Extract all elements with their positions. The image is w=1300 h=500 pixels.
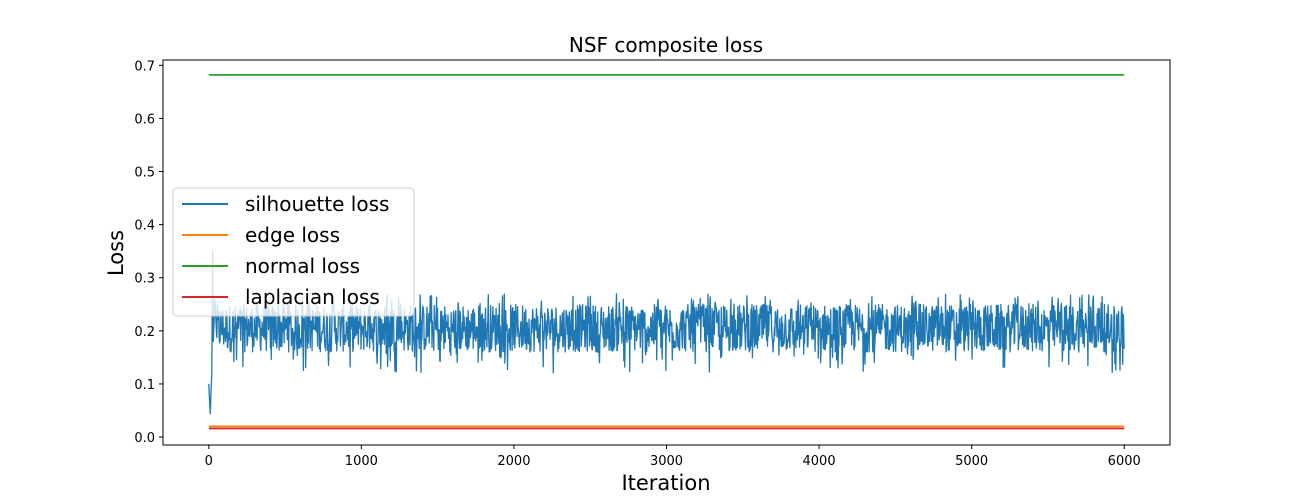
y-axis-ticks: 0.0 0.1 0.2 0.3 0.4 0.5 0.6 0.7 xyxy=(134,59,163,446)
legend-label-laplacian-loss: laplacian loss xyxy=(245,285,380,309)
x-tick-label: 1000 xyxy=(345,454,378,469)
legend: silhouette loss edge loss normal loss lapla… xyxy=(172,187,415,317)
x-tick-label: 6000 xyxy=(1108,454,1141,469)
y-tick-label: 0.6 xyxy=(134,112,155,127)
x-tick-label: 5000 xyxy=(955,454,988,469)
series-line-silhouette-loss xyxy=(208,250,1125,415)
y-axis-label: Loss xyxy=(104,230,128,276)
x-axis-ticks: 0 1000 2000 3000 4000 5000 6000 xyxy=(205,445,1141,469)
y-tick-label: 0.3 xyxy=(134,272,155,287)
plot-area xyxy=(208,74,1125,430)
y-tick-label: 0.0 xyxy=(134,431,155,446)
x-tick-label: 3000 xyxy=(650,454,683,469)
y-tick-label: 0.7 xyxy=(134,59,155,74)
y-tick-label: 0.1 xyxy=(134,378,155,393)
x-tick-label: 4000 xyxy=(803,454,836,469)
chart-title: NSF composite loss xyxy=(569,33,763,57)
y-tick-label: 0.4 xyxy=(134,219,155,234)
x-tick-label: 2000 xyxy=(497,454,530,469)
legend-label-edge-loss: edge loss xyxy=(245,223,340,247)
y-tick-label: 0.2 xyxy=(134,325,155,340)
legend-label-normal-loss: normal loss xyxy=(245,254,360,278)
y-tick-label: 0.5 xyxy=(134,166,155,181)
x-tick-label: 0 xyxy=(205,454,213,469)
legend-label-silhouette-loss: silhouette loss xyxy=(245,192,389,216)
legend-box xyxy=(172,187,415,317)
x-axis-label: Iteration xyxy=(621,471,710,495)
